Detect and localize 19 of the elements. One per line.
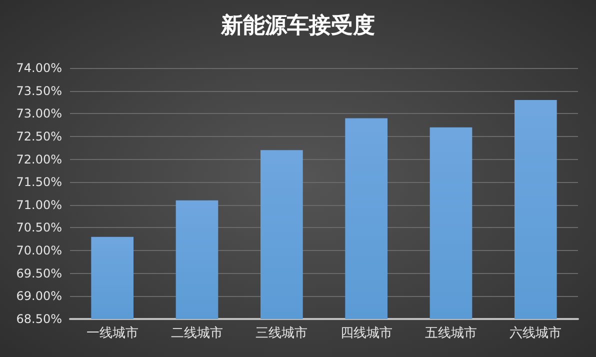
y-tick-label: 73.00% bbox=[16, 106, 62, 121]
x-tick-label: 五线城市 bbox=[425, 326, 477, 341]
y-tick-label: 70.00% bbox=[16, 244, 62, 258]
y-tick-label: 70.50% bbox=[16, 220, 62, 235]
y-tick-label: 69.50% bbox=[16, 266, 62, 280]
y-tick-label: 74.00% bbox=[16, 61, 62, 75]
chart-title: 新能源车接受度 bbox=[220, 12, 375, 38]
x-tick-label: 四线城市 bbox=[340, 326, 392, 341]
y-tick-label: 72.50% bbox=[16, 129, 62, 144]
x-tick-label: 三线城市 bbox=[256, 326, 308, 341]
x-tick-label: 六线城市 bbox=[510, 326, 562, 341]
y-tick-label: 69.00% bbox=[16, 289, 62, 304]
x-tick-label: 二线城市 bbox=[171, 326, 223, 341]
y-tick-label: 72.00% bbox=[16, 152, 62, 166]
y-tick-label: 71.00% bbox=[16, 198, 62, 212]
x-tick-label: 一线城市 bbox=[86, 326, 138, 341]
y-tick-label: 71.50% bbox=[16, 175, 62, 190]
y-tick-label: 68.50% bbox=[16, 312, 62, 326]
y-tick-label: 73.50% bbox=[16, 84, 62, 98]
